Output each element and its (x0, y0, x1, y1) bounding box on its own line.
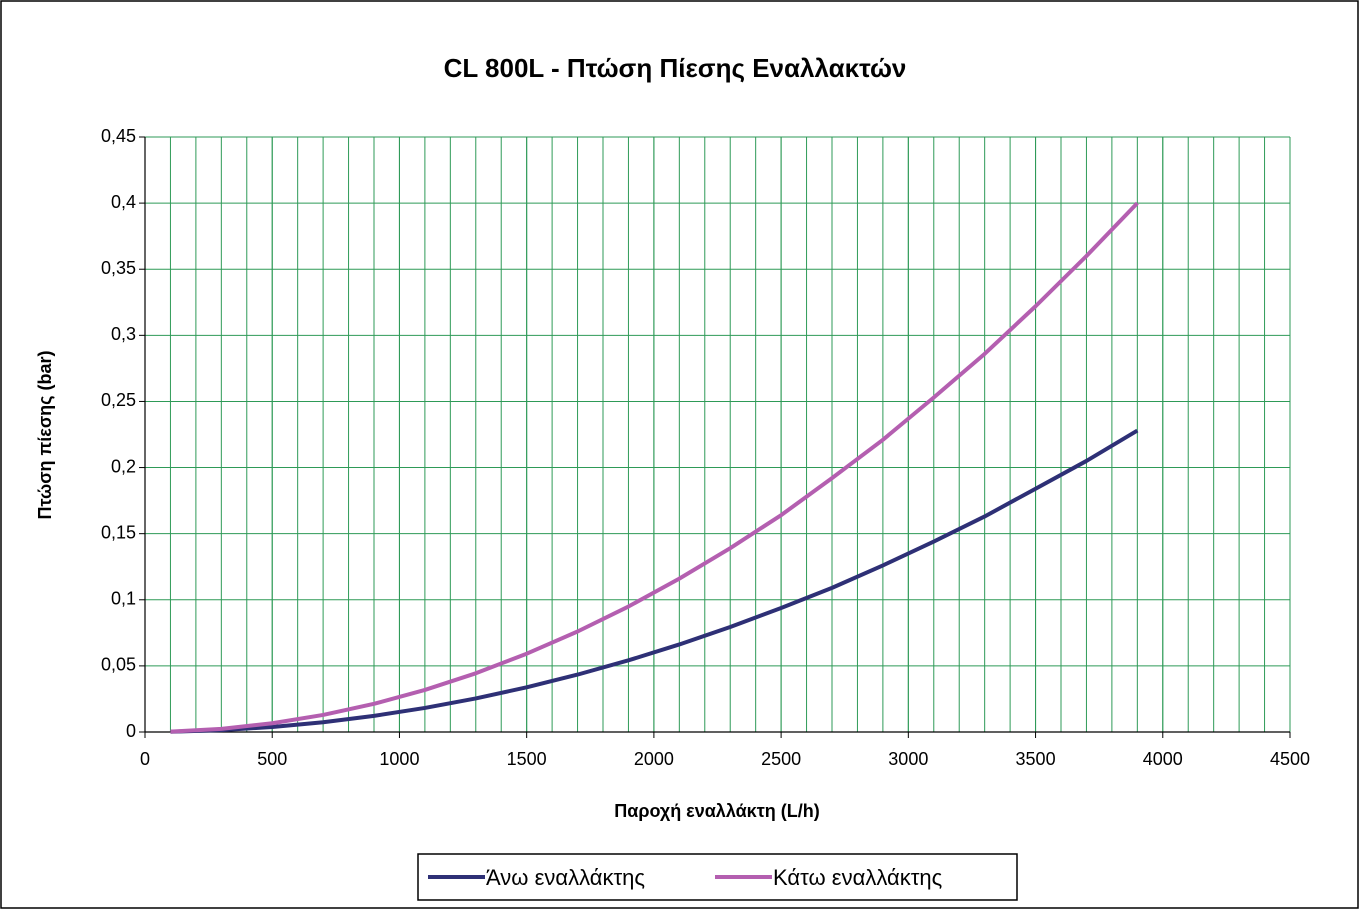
chart-title: CL 800L - Πτώση Πίεσης Εναλλακτών (444, 53, 907, 83)
line-series (170, 201, 1139, 734)
x-axis-label: Παροχή εναλλάκτη (L/h) (614, 801, 819, 821)
x-tick-label: 2500 (761, 749, 801, 769)
y-axis-label: Πτώση πίεσης (bar) (35, 350, 55, 519)
x-tick-label: 2000 (634, 749, 674, 769)
y-tick-label: 0,45 (101, 126, 136, 146)
y-tick-label: 0,25 (101, 390, 136, 410)
y-tick-label: 0 (126, 721, 136, 741)
line-series (170, 428, 1139, 734)
y-tick-label: 0,4 (111, 192, 136, 212)
y-tick-label: 0,1 (111, 589, 136, 609)
x-tick-label: 0 (140, 749, 150, 769)
x-tick-label: 4000 (1143, 749, 1183, 769)
x-tick-label: 500 (257, 749, 287, 769)
y-tick-label: 0,2 (111, 456, 136, 476)
x-tick-label: 4500 (1270, 749, 1310, 769)
y-tick-label: 0,3 (111, 324, 136, 344)
y-tick-label: 0,35 (101, 258, 136, 278)
y-tick-label: 0,05 (101, 655, 136, 675)
x-tick-label: 3000 (888, 749, 928, 769)
plot-area (145, 137, 1290, 732)
legend-label: Άνω εναλλάκτης (486, 865, 645, 890)
x-tick-label: 1000 (379, 749, 419, 769)
legend-label: Κάτω εναλλάκτης (773, 865, 942, 890)
x-tick-label: 3500 (1016, 749, 1056, 769)
y-tick-label: 0,15 (101, 522, 136, 542)
x-tick-label: 1500 (507, 749, 547, 769)
